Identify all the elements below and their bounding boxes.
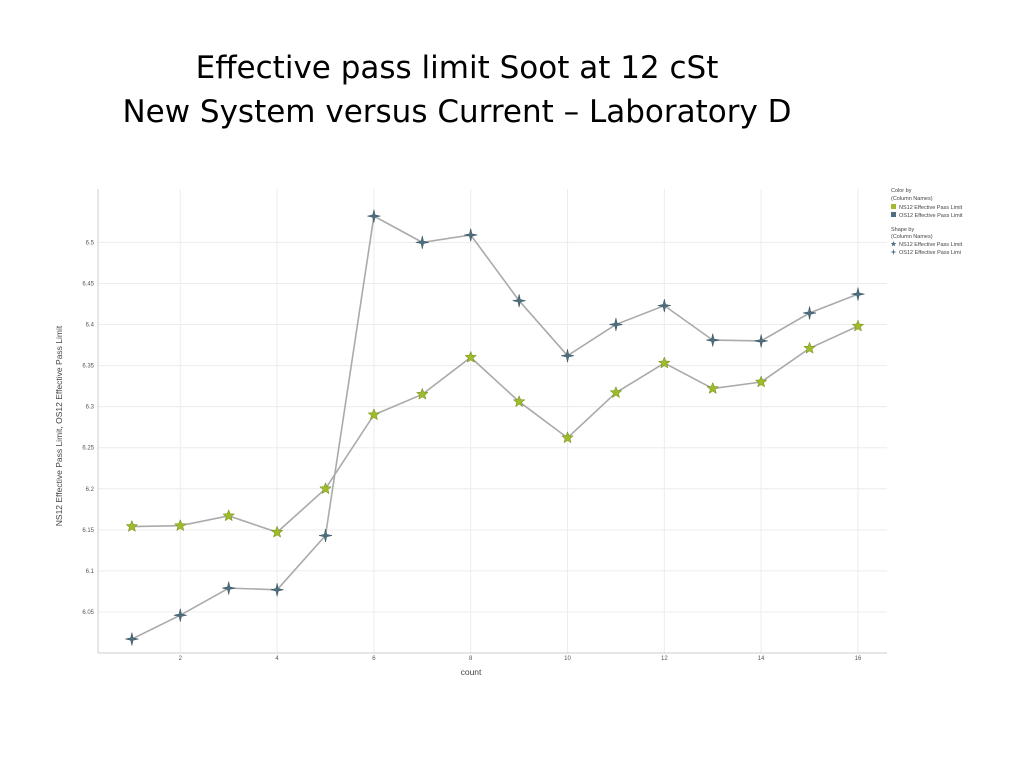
x-axis-label: count (461, 667, 482, 677)
legend-color-swatch-os12 (891, 212, 896, 217)
data-point-os12 (851, 287, 865, 301)
series-markers (125, 209, 865, 646)
data-point-os12 (754, 334, 768, 348)
data-point-os12 (222, 581, 236, 595)
data-point-os12 (706, 333, 720, 347)
data-point-ns12 (367, 408, 381, 421)
data-point-os12 (657, 299, 671, 313)
y-tick-label: 6.05 (82, 610, 94, 616)
legend-cross-shape (890, 248, 897, 256)
legend-cross-icon (890, 248, 897, 256)
x-tick-label: 10 (564, 656, 571, 662)
data-point-os12 (318, 529, 333, 543)
y-tick-label: 6.15 (82, 528, 94, 534)
data-point-ns12 (754, 375, 768, 388)
data-point-os12 (367, 209, 381, 223)
data-point-ns12 (125, 519, 139, 532)
data-point-os12 (609, 317, 623, 332)
data-point-os12 (173, 608, 187, 622)
legend-color-item-ns12: NS12 Effective Pass Limit (899, 205, 963, 211)
series-line-os12 (131, 214, 859, 640)
legend-shape-item-os12: OS12 Effective Pass Limi (899, 250, 961, 256)
legend-star-icon (890, 241, 897, 247)
y-tick-label: 6.35 (82, 364, 94, 370)
y-tick-label: 6.3 (86, 405, 95, 411)
data-point-ns12 (270, 525, 284, 538)
data-point-ns12 (222, 509, 236, 522)
data-point-ns12 (609, 385, 623, 399)
x-tick-label: 8 (469, 656, 473, 662)
legend-shape-subtitle: (Column Names) (891, 234, 933, 240)
data-point-os12 (802, 306, 817, 320)
data-point-ns12 (415, 387, 429, 400)
axes (97, 189, 887, 654)
data-point-os12 (512, 294, 526, 308)
data-point-ns12 (512, 395, 526, 408)
y-tick-label: 6.45 (82, 281, 94, 287)
y-axis-label: NS12 Effective Pass Limit, OS12 Effectiv… (54, 325, 64, 526)
y-tick-label: 6.5 (86, 240, 95, 246)
data-point-os12 (270, 583, 284, 597)
data-point-ns12 (706, 381, 720, 394)
data-point-os12 (415, 235, 429, 249)
y-tick-labels: 6.05 6.1 6.15 6.2 6.25 6.3 6.35 6.4 6.45 6.5 (82, 240, 94, 616)
x-tick-labels: 2 4 6 8 10 12 14 16 (179, 656, 862, 662)
x-tick-label: 2 (179, 656, 183, 662)
data-point-ns12 (561, 431, 574, 444)
legend-color-title: Color by (891, 188, 912, 194)
series-lines (131, 214, 859, 640)
x-tick-label: 4 (275, 656, 279, 662)
legend-shape-item-ns12: NS12 Effective Pass Limit (899, 242, 963, 248)
data-point-ns12 (464, 350, 478, 363)
x-tick-label: 12 (661, 656, 668, 662)
legend-color-subtitle: (Column Names) (891, 196, 933, 202)
legend: Color by (Column Names) NS12 Effective P… (890, 188, 963, 256)
data-point-ns12 (851, 319, 865, 332)
grid-lines (98, 189, 887, 653)
data-point-ns12 (319, 482, 332, 495)
data-point-ns12 (803, 341, 816, 354)
x-tick-label: 14 (758, 656, 765, 662)
legend-color-item-os12: OS12 Effective Pass Limit (899, 213, 963, 219)
series-line-ns12 (131, 325, 859, 534)
data-point-os12 (125, 632, 139, 646)
data-point-os12 (560, 349, 575, 363)
y-tick-label: 6.25 (82, 446, 94, 452)
title-line-1: Effective pass limit Soot at 12 cSt (195, 50, 719, 86)
x-tick-label: 16 (855, 656, 862, 662)
y-tick-label: 6.1 (86, 569, 95, 575)
legend-star-shape (890, 241, 897, 247)
y-tick-label: 6.4 (86, 323, 95, 329)
legend-color-swatch-ns12 (891, 204, 896, 209)
data-point-ns12 (173, 519, 187, 532)
title-line-2: New System versus Current – Laboratory D (122, 94, 792, 130)
data-point-os12 (464, 228, 478, 242)
x-tick-label: 6 (372, 656, 376, 662)
data-point-ns12 (657, 356, 671, 369)
y-tick-label: 6.2 (86, 487, 95, 493)
legend-shape-title: Shape by (891, 227, 914, 233)
slide-title: Effective pass limit Soot at 12 cSt New … (0, 46, 914, 134)
